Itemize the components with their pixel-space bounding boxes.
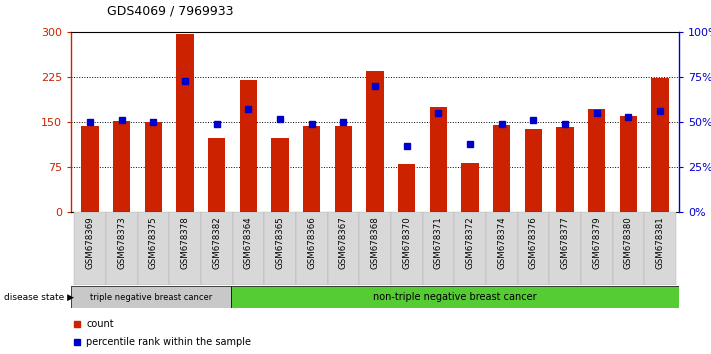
- Bar: [272, 138, 289, 212]
- Text: GSM678382: GSM678382: [213, 216, 221, 269]
- Bar: [138, 212, 169, 285]
- Text: GSM678378: GSM678378: [181, 216, 190, 269]
- Text: GSM678366: GSM678366: [307, 216, 316, 269]
- Text: GSM678380: GSM678380: [624, 216, 633, 269]
- Text: GSM678374: GSM678374: [497, 216, 506, 269]
- Bar: [232, 212, 264, 285]
- Text: GSM678368: GSM678368: [370, 216, 380, 269]
- Bar: [525, 129, 542, 212]
- Bar: [106, 212, 138, 285]
- Bar: [176, 34, 194, 212]
- Text: GSM678369: GSM678369: [85, 216, 95, 269]
- Text: GSM678370: GSM678370: [402, 216, 411, 269]
- Text: count: count: [86, 319, 114, 329]
- Bar: [74, 212, 106, 285]
- Bar: [612, 212, 644, 285]
- Bar: [201, 212, 232, 285]
- Bar: [461, 163, 479, 212]
- Bar: [328, 212, 359, 285]
- Bar: [422, 212, 454, 285]
- Bar: [651, 78, 669, 212]
- Bar: [296, 212, 328, 285]
- Bar: [208, 138, 225, 212]
- Text: GSM678372: GSM678372: [466, 216, 474, 269]
- Text: triple negative breast cancer: triple negative breast cancer: [90, 292, 212, 302]
- Text: GSM678379: GSM678379: [592, 216, 602, 269]
- Bar: [454, 212, 486, 285]
- Text: percentile rank within the sample: percentile rank within the sample: [86, 337, 251, 347]
- Bar: [398, 164, 415, 212]
- Bar: [366, 71, 384, 212]
- Text: GSM678371: GSM678371: [434, 216, 443, 269]
- Text: GSM678377: GSM678377: [560, 216, 570, 269]
- Bar: [359, 212, 391, 285]
- Bar: [391, 212, 422, 285]
- Bar: [581, 212, 612, 285]
- Bar: [335, 126, 352, 212]
- Text: GSM678375: GSM678375: [149, 216, 158, 269]
- Text: GDS4069 / 7969933: GDS4069 / 7969933: [107, 5, 233, 18]
- Bar: [169, 212, 201, 285]
- Bar: [240, 80, 257, 212]
- Text: GSM678373: GSM678373: [117, 216, 127, 269]
- Bar: [518, 212, 549, 285]
- Text: GSM678365: GSM678365: [276, 216, 284, 269]
- Bar: [81, 126, 99, 212]
- Text: GSM678376: GSM678376: [529, 216, 538, 269]
- Bar: [588, 109, 605, 212]
- Bar: [549, 212, 581, 285]
- Text: non-triple negative breast cancer: non-triple negative breast cancer: [373, 292, 537, 302]
- Bar: [71, 286, 231, 308]
- Bar: [493, 125, 510, 212]
- Bar: [556, 127, 574, 212]
- Bar: [620, 116, 637, 212]
- Text: disease state ▶: disease state ▶: [4, 292, 73, 302]
- Bar: [486, 212, 518, 285]
- Bar: [113, 121, 130, 212]
- Text: GSM678367: GSM678367: [339, 216, 348, 269]
- Text: GSM678381: GSM678381: [656, 216, 665, 269]
- Bar: [264, 212, 296, 285]
- Text: GSM678364: GSM678364: [244, 216, 253, 269]
- Bar: [644, 212, 676, 285]
- Bar: [429, 107, 447, 212]
- Bar: [231, 286, 679, 308]
- Bar: [303, 126, 321, 212]
- Bar: [145, 122, 162, 212]
